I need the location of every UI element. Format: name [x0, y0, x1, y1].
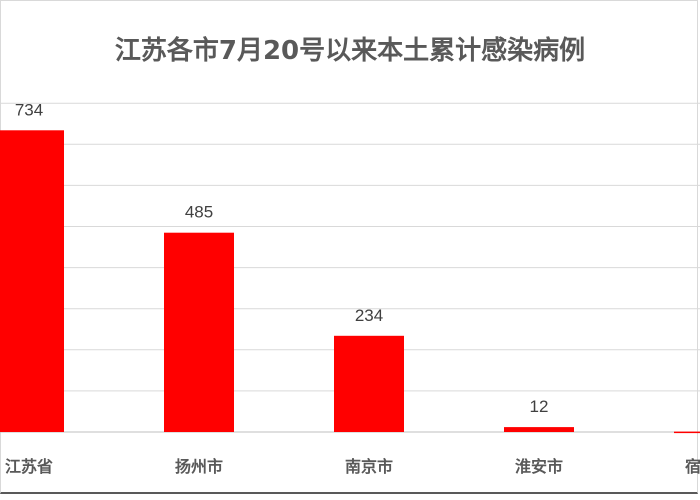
category-label: 淮安市: [515, 457, 563, 476]
data-label: 485: [185, 203, 213, 222]
bar: [674, 431, 700, 434]
category-label: 扬州市: [175, 457, 223, 476]
category-label: 南京市: [345, 457, 393, 476]
gridlines: [0, 102, 700, 433]
chart-title: 江苏各市7月20号以来本土累计感染病例: [114, 36, 586, 66]
bar: [334, 335, 404, 432]
data-labels: 734485234121: [15, 100, 549, 416]
data-label: 12: [530, 397, 549, 416]
bars: [0, 130, 700, 434]
category-label: 宿迁市: [685, 457, 700, 476]
category-labels: 江苏省 扬州市 南京市 淮安市 宿迁市: [5, 457, 700, 476]
bar: [164, 232, 234, 432]
bar: [504, 427, 574, 432]
category-label: 江苏省: [5, 457, 53, 476]
data-label: 734: [15, 100, 43, 119]
bar: [0, 130, 64, 433]
data-label: 234: [355, 306, 383, 325]
